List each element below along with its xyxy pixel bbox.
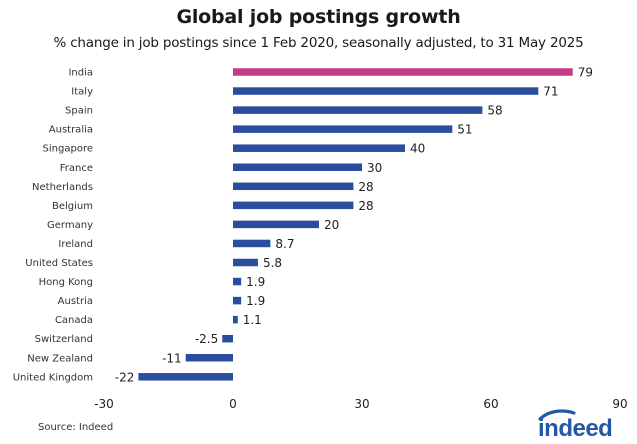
bar-france bbox=[233, 163, 362, 171]
x-tick-label: 90 bbox=[612, 397, 627, 411]
category-label: United States bbox=[25, 258, 93, 269]
category-label: Austria bbox=[58, 296, 93, 307]
category-label: Italy bbox=[71, 87, 93, 98]
bar-belgium bbox=[233, 201, 354, 210]
x-tick-label: -30 bbox=[94, 397, 114, 411]
bar-austria bbox=[233, 296, 242, 305]
category-label: New Zealand bbox=[27, 353, 93, 364]
category-label: Singapore bbox=[43, 144, 93, 155]
value-label: 79 bbox=[578, 66, 593, 80]
value-label: 51 bbox=[457, 123, 472, 137]
value-label: -2.5 bbox=[195, 332, 218, 346]
x-tick-label: 30 bbox=[354, 397, 369, 411]
category-label: United Kingdom bbox=[13, 372, 93, 383]
value-label: 5.8 bbox=[263, 256, 282, 270]
chart-title: Global job postings growth bbox=[176, 6, 461, 28]
value-label: 1.9 bbox=[246, 294, 265, 308]
bar-singapore bbox=[233, 144, 405, 152]
category-label: Germany bbox=[47, 220, 93, 231]
indeed-logo: indeed bbox=[536, 408, 628, 444]
bar-united-kingdom bbox=[138, 373, 233, 381]
category-label: Belgium bbox=[52, 201, 93, 212]
bar-italy bbox=[233, 87, 539, 95]
bar-spain bbox=[233, 106, 483, 114]
value-label: 1.1 bbox=[243, 313, 262, 327]
bar-australia bbox=[233, 125, 453, 133]
bar-india bbox=[233, 68, 573, 76]
indeed-logo-mark: indeed bbox=[538, 409, 613, 442]
category-label: India bbox=[68, 68, 93, 79]
value-label: 30 bbox=[367, 161, 382, 175]
category-label: Spain bbox=[65, 106, 93, 117]
value-label: 71 bbox=[543, 85, 558, 99]
value-label: 20 bbox=[324, 218, 339, 232]
category-label: Hong Kong bbox=[39, 277, 93, 288]
category-label: France bbox=[60, 163, 93, 174]
x-tick-label: 60 bbox=[483, 397, 498, 411]
bar-canada bbox=[233, 315, 238, 324]
value-label: 28 bbox=[358, 180, 373, 194]
bar-ireland bbox=[233, 239, 271, 248]
value-label: 8.7 bbox=[275, 237, 294, 251]
bar-united-states bbox=[233, 258, 258, 267]
value-label: 40 bbox=[410, 142, 425, 156]
source-note: Source: Indeed bbox=[38, 422, 114, 433]
bar-switzerland bbox=[222, 334, 233, 343]
bar-new-zealand bbox=[185, 354, 233, 362]
value-label: 1.9 bbox=[246, 275, 265, 289]
category-label: Ireland bbox=[58, 239, 93, 250]
bar-hong-kong bbox=[233, 277, 242, 286]
value-label: 28 bbox=[358, 199, 373, 213]
category-label: Netherlands bbox=[32, 182, 93, 193]
bar-germany bbox=[233, 220, 319, 229]
chart-subtitle: % change in job postings since 1 Feb 202… bbox=[53, 35, 584, 51]
value-label: -11 bbox=[162, 351, 182, 365]
category-label: Switzerland bbox=[35, 334, 93, 345]
value-label: -22 bbox=[115, 370, 135, 384]
category-label: Canada bbox=[55, 315, 93, 326]
category-label: Australia bbox=[49, 125, 93, 136]
bar-netherlands bbox=[233, 182, 354, 191]
svg-text:indeed: indeed bbox=[538, 415, 612, 440]
value-label: 58 bbox=[487, 104, 502, 118]
x-tick-label: 0 bbox=[229, 397, 237, 411]
